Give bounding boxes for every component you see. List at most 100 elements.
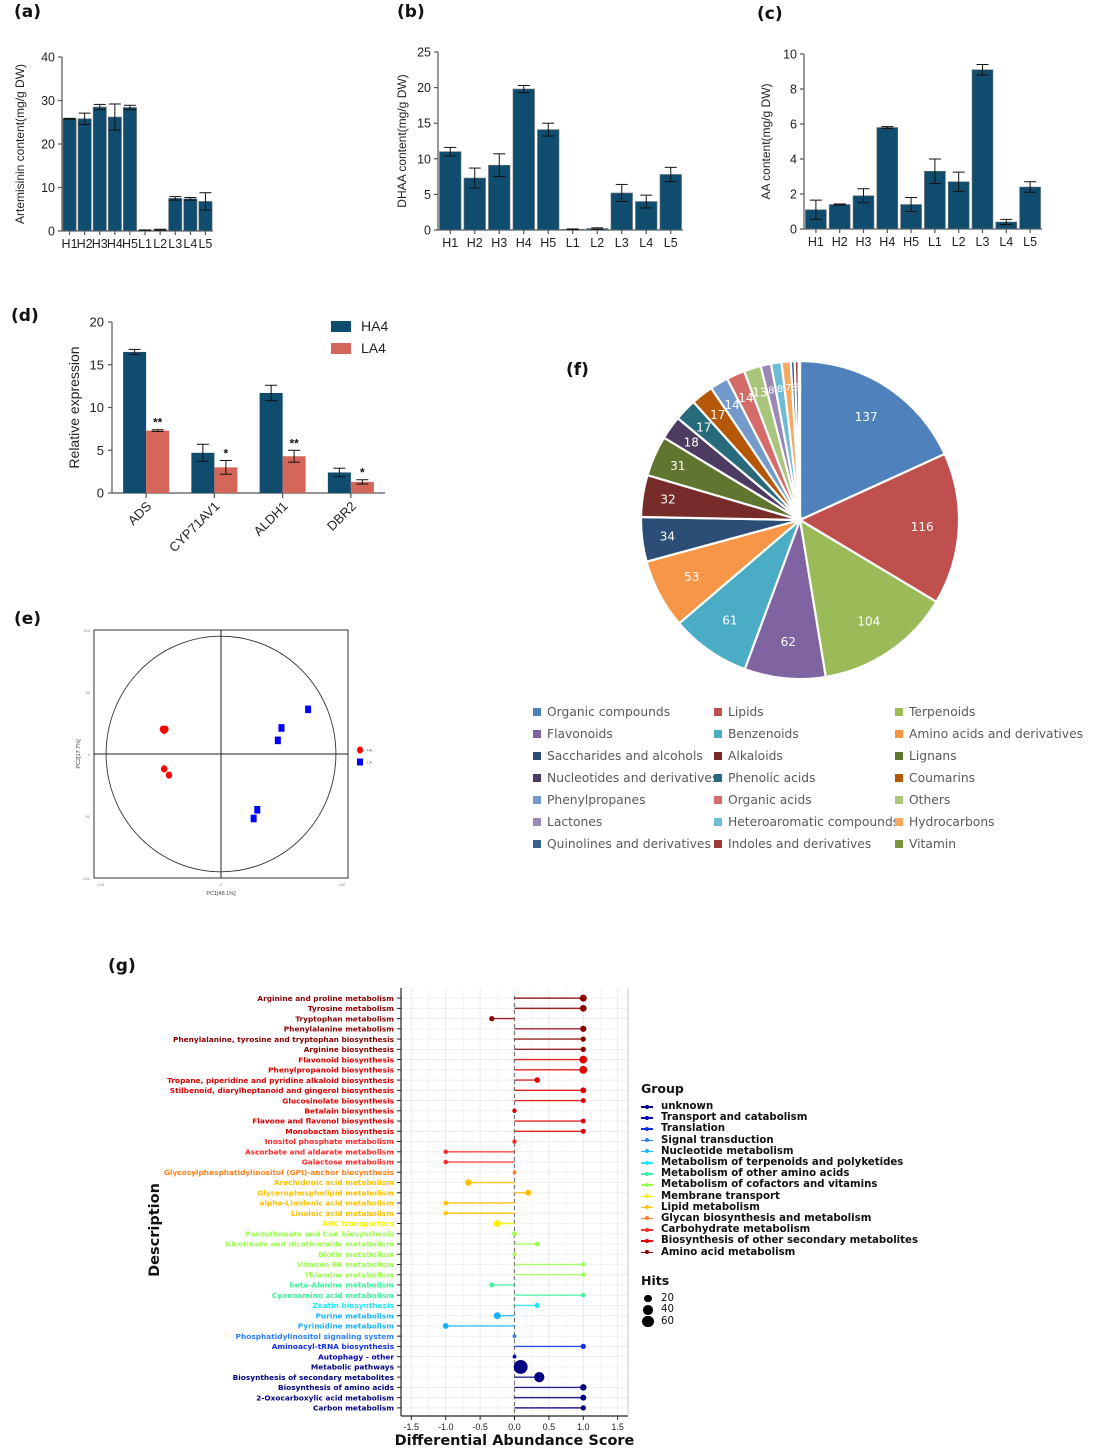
bar: [828, 204, 851, 230]
pathway-label: Glycerophospholipid metabolism: [257, 1188, 394, 1197]
x-tick-label: H1: [442, 236, 458, 250]
x-tick-label: L3: [976, 235, 990, 249]
lollipop-point: [580, 1128, 586, 1134]
legend-key-icon: [641, 1112, 653, 1123]
pie-legend-item: Alkaloids: [714, 747, 895, 765]
legend-marker-ha: [357, 746, 363, 754]
legend-label: Hydrocarbons: [909, 815, 995, 829]
bar: [659, 174, 682, 231]
significance-mark: *: [360, 466, 365, 480]
pie-legend-item: Heteroaromatic compounds: [714, 813, 899, 831]
lollipop-point: [512, 1252, 517, 1257]
legend-swatch: [533, 818, 541, 826]
legend-label-la4: LA4: [361, 340, 386, 356]
pathway-label: Aminoacyl-tRNA biosynthesis: [272, 1342, 395, 1351]
legend-swatch-la4: [331, 343, 351, 354]
pie-legend-item: Lignans: [895, 747, 1093, 765]
y-tick-label: 8: [790, 83, 797, 97]
x-tick-label: L3: [615, 236, 629, 250]
lollipop-point: [512, 1139, 517, 1144]
lollipop-point: [465, 1179, 472, 1186]
x-tick-label: H2: [832, 235, 848, 249]
pca-point-ha: [165, 771, 173, 779]
y-tick-label: 0: [88, 752, 91, 757]
y-tick-label: 5: [424, 188, 431, 202]
x-tick-label: L5: [198, 237, 212, 251]
legend-swatch: [533, 774, 541, 782]
pie-slice-label: 7: [785, 383, 791, 394]
legend-label: Alkaloids: [728, 749, 783, 763]
bar-la4: [146, 430, 170, 493]
legend-label: Nucleotide metabolism: [661, 1145, 794, 1157]
pie-legend-item: Organic compounds: [533, 703, 714, 721]
legend-label: Biosynthesis of other secondary metaboli…: [661, 1235, 919, 1247]
pie-slice: [797, 359, 802, 521]
lollipop-point: [442, 1322, 449, 1329]
legend-label: Lignans: [909, 749, 957, 763]
legend-key-icon: [641, 1224, 653, 1235]
pie-slice-label: 62: [781, 635, 796, 649]
pie-slice-label: 31: [670, 459, 685, 473]
pie-legend: Organic compounds Lipids Terpenoids Flavono…: [533, 703, 1093, 853]
pathway-label: Flavone and flavonol biosynthesis: [252, 1117, 394, 1126]
y-tick-label: 15: [90, 357, 104, 372]
panel-label-f: (f): [566, 360, 589, 380]
x-tick-label: -100: [96, 882, 105, 887]
lollipop-point: [579, 1055, 588, 1064]
pathway-label: 2-Oxocarboxylic acid metabolism: [256, 1393, 394, 1402]
pathway-label: Betalain biosynthesis: [304, 1107, 394, 1116]
legend-swatch: [895, 774, 903, 782]
pathway-label: Linoleic acid metabolism: [291, 1209, 394, 1218]
x-tick-label: L1: [928, 235, 942, 249]
pie-legend-item: Flavonoids: [533, 725, 714, 743]
pie-legend-item: Coumarins: [895, 769, 1093, 787]
legend-label: Coumarins: [909, 771, 976, 785]
bar: [107, 116, 122, 232]
pie-legend-item: Amino acids and derivatives: [895, 725, 1093, 743]
lollipop-point: [581, 1272, 586, 1277]
legend-marker-la: [357, 758, 363, 766]
legend-label: Organic acids: [728, 793, 812, 807]
legend-label: Quinolines and derivatives: [547, 837, 711, 851]
x-tick-label: H3: [856, 235, 872, 249]
lollipop-point: [580, 1046, 586, 1052]
hits-label: 40: [661, 1304, 674, 1316]
pathway-label: Metabolic pathways: [311, 1363, 395, 1372]
legend-label: Vitamin: [909, 837, 957, 851]
pie-legend-item: Vitamin: [895, 835, 1093, 853]
legend-label: Amino acid metabolism: [661, 1246, 796, 1258]
y-tick-label: 50: [86, 690, 91, 695]
group-legend-item: Carbohydrate metabolism: [641, 1224, 918, 1235]
lollipop-point: [493, 1220, 501, 1227]
legend-label: Phenolic acids: [728, 771, 816, 785]
lollipop-point: [579, 1005, 587, 1012]
bar: [1019, 186, 1041, 230]
pathway-label: Tyrosine metabolism: [308, 1004, 395, 1013]
legend-swatch: [714, 818, 722, 826]
x-tick-label: 100: [339, 882, 346, 887]
x-tick-label: H4: [107, 237, 123, 251]
pathway-label: Purine metabolism: [316, 1311, 395, 1320]
panel-label-e: (e): [14, 609, 42, 629]
legend-swatch: [533, 752, 541, 760]
group-legend-item: unknown: [641, 1101, 918, 1112]
legend-swatch: [714, 708, 722, 716]
x-tick-label: H1: [808, 235, 824, 249]
group-legend-item: Translation: [641, 1123, 918, 1134]
x-tick-label: L5: [664, 236, 678, 250]
pathway-label: Arachidonic acid metabolism: [274, 1178, 394, 1187]
pathway-label: Arginine and proline metabolism: [257, 994, 394, 1003]
bar: [62, 118, 77, 232]
x-tick-label: H3: [92, 237, 108, 251]
x-tick-label: CYP71AV1: [166, 499, 222, 555]
bar: [439, 151, 462, 231]
y-axis-label: AA content(mg/g DW): [759, 83, 773, 199]
x-tick-label: 0.0: [508, 1422, 521, 1432]
pie-legend-item: Benzenoids: [714, 725, 895, 743]
pie-legend-item: Hydrocarbons: [895, 813, 1093, 831]
x-tick-label: ADS: [125, 498, 155, 528]
pie-slice: [797, 452, 961, 604]
legend-swatch: [895, 708, 903, 716]
significance-mark: **: [289, 436, 299, 450]
chart-pathway-lollipop: Arginine and proline metabolismTyrosine …: [147, 988, 635, 1449]
